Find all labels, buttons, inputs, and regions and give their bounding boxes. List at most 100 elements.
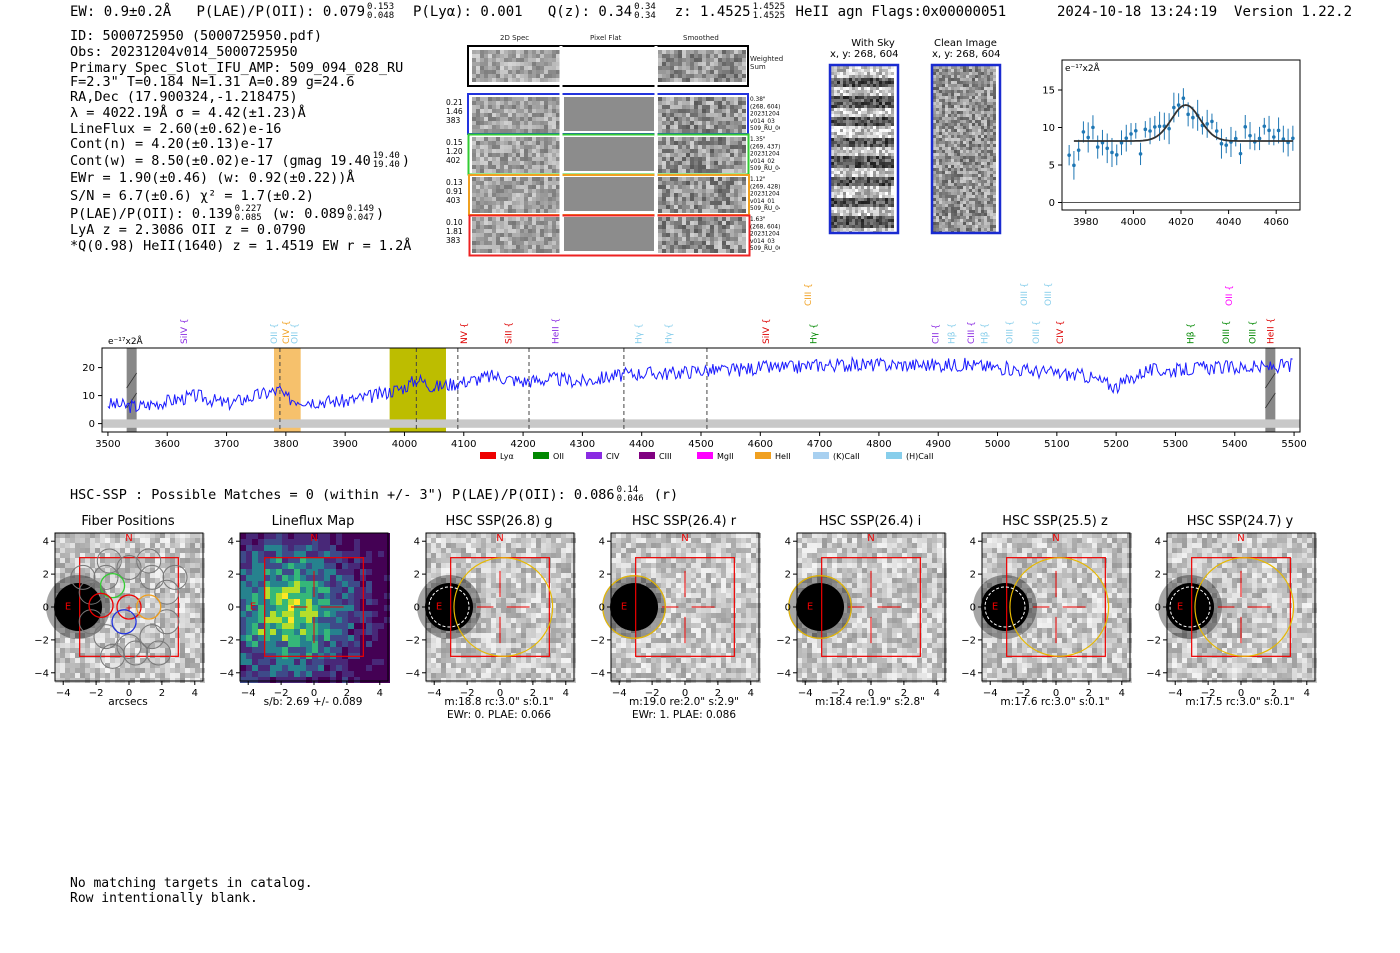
sky-pixel [831, 102, 834, 105]
sky-pixel [936, 150, 939, 153]
cutout-pixel [480, 66, 484, 70]
cutout-pixel [540, 237, 544, 241]
cutout-pixel [536, 229, 540, 233]
cutout-pixel [726, 50, 730, 54]
cutout-pixel [544, 50, 548, 54]
sky-pixel [966, 99, 969, 102]
sky-pixel [993, 147, 996, 150]
cutout-pixel [556, 54, 560, 58]
sky-pixel [993, 183, 996, 186]
cutout-pixel [492, 129, 496, 133]
cutout-pixel [658, 225, 662, 229]
sky-pixel [960, 228, 963, 231]
cutout-pixel [734, 125, 738, 129]
hsc-pixel [115, 593, 120, 598]
cutout-pixel [536, 233, 540, 237]
sky-pixel [876, 153, 879, 156]
sky-pixel [858, 138, 861, 141]
hsc-pixel [165, 548, 170, 553]
sky-pixel [882, 138, 885, 141]
spectrum-legend-swatch [639, 452, 655, 459]
cutout-pixel [476, 181, 480, 185]
cutout-pixel [702, 50, 706, 54]
sky-pixel [846, 132, 849, 135]
sky-pixel [948, 96, 951, 99]
sky-pixel [870, 117, 873, 120]
cutout-pixel [738, 209, 742, 213]
hsc-pixel [175, 548, 180, 553]
hsc-pixel [95, 563, 100, 568]
sky-pixel [972, 66, 975, 69]
cutout-pixel [658, 161, 662, 165]
sky-pixel [957, 162, 960, 165]
cutout-pixel [690, 229, 694, 233]
sky-pixel [933, 93, 936, 96]
sky-pixel [849, 102, 852, 105]
cutout-pixel [540, 197, 544, 201]
sky-pixel [978, 192, 981, 195]
cutout-pixel [690, 145, 694, 149]
sky-pixel [879, 177, 882, 180]
sky-pixel [840, 153, 843, 156]
sky-pixel [993, 207, 996, 210]
info-lya: LyA z = 2.3086 OII z = 0.0790 [70, 222, 306, 238]
sky-pixel [978, 78, 981, 81]
sky-pixel [873, 69, 876, 72]
cutout-pixel [512, 197, 516, 201]
sky-pixel [954, 138, 957, 141]
cutout-pixel [556, 177, 560, 181]
sky-pixel [969, 213, 972, 216]
cutout-pixel [742, 149, 746, 153]
sky-pixel [960, 78, 963, 81]
sky-pixel [945, 138, 948, 141]
cutout-pixel [524, 109, 528, 113]
sky-pixel [858, 72, 861, 75]
sky-pixel [867, 177, 870, 180]
sky-pixel [945, 210, 948, 213]
sky-pixel [888, 165, 891, 168]
sky-pixel [969, 198, 972, 201]
cutout-pixel [556, 113, 560, 117]
cutout-pixel [556, 237, 560, 241]
cutout-pixel [508, 141, 512, 145]
cutout-pixel [488, 209, 492, 213]
sky-pixel [945, 126, 948, 129]
sky-pixel [939, 84, 942, 87]
cutout-pixel [714, 149, 718, 153]
sky-pixel [855, 129, 858, 132]
sky-pixel [876, 69, 879, 72]
cutout-pixel [726, 189, 730, 193]
sky-pixel [870, 222, 873, 225]
sky-pixel [966, 216, 969, 219]
sky-pixel [882, 159, 885, 162]
hsc-pixel [70, 578, 75, 583]
sky-pixel [855, 219, 858, 222]
cutout-pixel [734, 245, 738, 249]
cutout-pixel [484, 153, 488, 157]
sky-pixel [846, 147, 849, 150]
cutout-pixel [682, 209, 686, 213]
sky-pixel [876, 138, 879, 141]
sky-pixel [864, 162, 867, 165]
sky-pixel [951, 90, 954, 93]
cutout-pixel [702, 101, 706, 105]
cutout-pixel [520, 225, 524, 229]
sky-pixel [855, 99, 858, 102]
cutout-pixel [548, 205, 552, 209]
sky-pixel [978, 87, 981, 90]
sky-pixel [846, 99, 849, 102]
sky-pixel [954, 99, 957, 102]
sky-pixel [834, 129, 837, 132]
sky-pixel [867, 135, 870, 138]
sky-pixel [978, 228, 981, 231]
sky-pixel [942, 219, 945, 222]
hsc-pixel [195, 548, 200, 553]
sky-pixel [966, 132, 969, 135]
cutout-pixel [674, 157, 678, 161]
sky-pixel [885, 156, 888, 159]
sky-pixel [933, 99, 936, 102]
cutout-pixel [556, 105, 560, 109]
hsc-pixel [125, 558, 130, 563]
cutout-pixel [662, 229, 666, 233]
sky-pixel [960, 195, 963, 198]
